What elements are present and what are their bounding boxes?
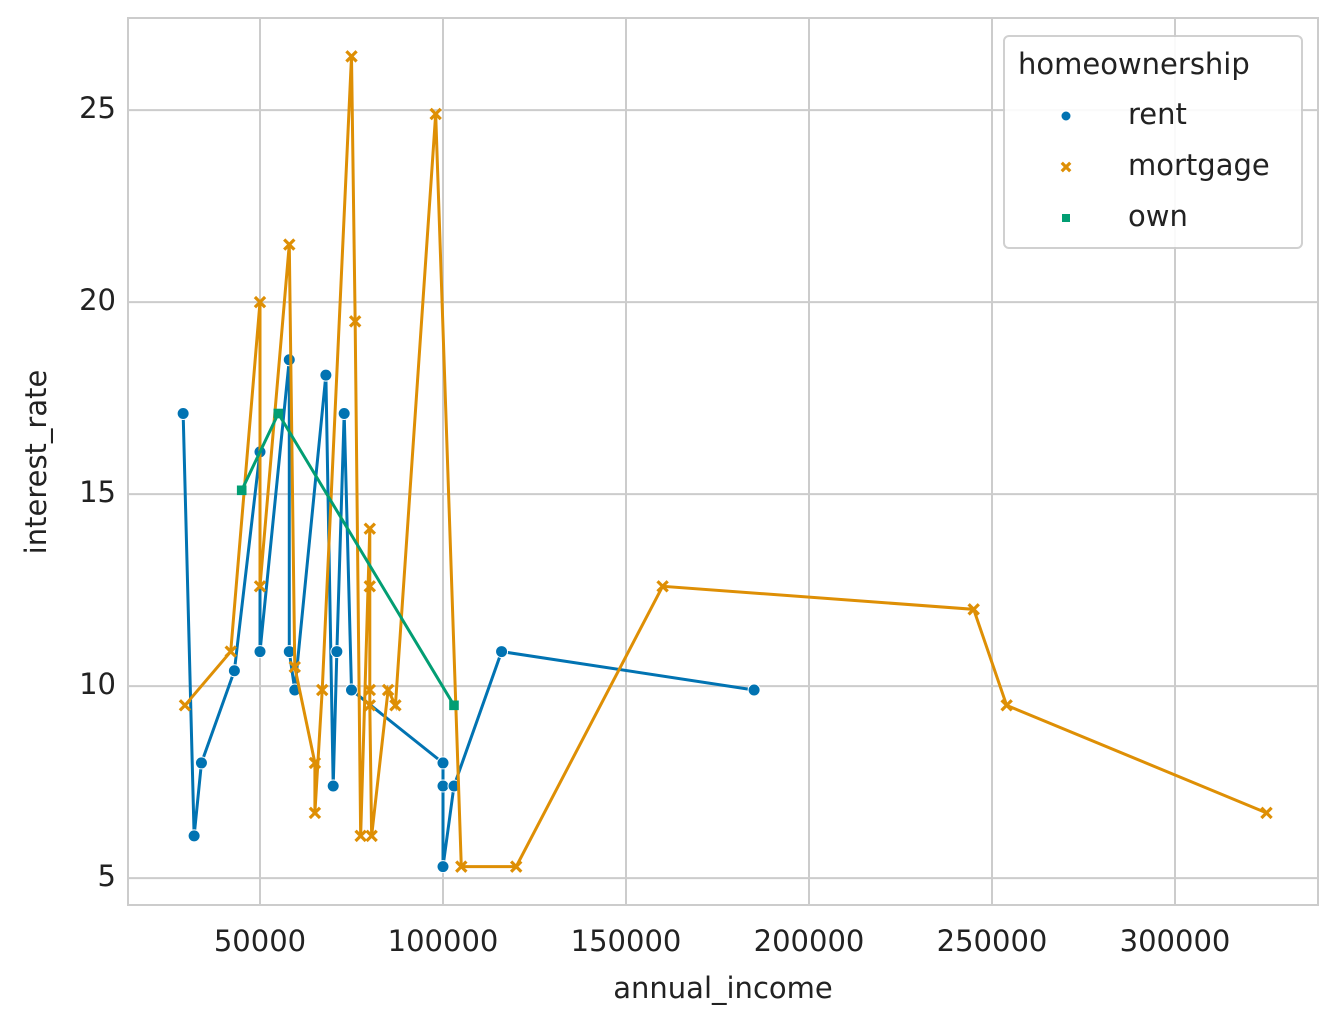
x-tick-label: 250000 [937,924,1048,958]
legend-marker [1060,161,1072,173]
point [747,683,761,697]
point [354,829,367,843]
point [187,829,201,843]
point [326,779,340,793]
x-tick-label: 200000 [754,924,865,958]
point [345,50,358,63]
point [224,645,237,658]
point [1260,806,1273,820]
plot-frame [127,17,1319,906]
legend-title: homeownership [1018,47,1250,81]
y-tick-label: 15 [79,475,116,509]
point [436,756,450,770]
point [363,683,377,697]
point [429,107,442,121]
x-tick-label: 150000 [571,924,682,958]
point [389,699,402,712]
x-tick-label: 300000 [1120,924,1231,958]
point [330,645,344,659]
point [283,238,296,251]
point [363,699,377,712]
point [436,860,450,874]
point [509,860,523,873]
point [1000,699,1013,712]
point [436,779,450,793]
point [337,407,351,421]
point [495,645,509,659]
x-tick-label: 100000 [388,924,499,958]
y-tick-label: 20 [79,283,116,317]
y-tick-label: 10 [79,667,116,701]
point [288,660,302,674]
point [967,603,980,616]
legend-label: own [1128,199,1188,233]
point [308,806,322,820]
y-axis-label: interest_rate [19,370,53,555]
point [253,645,267,659]
point [273,408,284,419]
legend-label: mortgage [1128,148,1270,182]
point [348,315,362,328]
point [227,664,241,678]
point [194,756,208,770]
legend-marker [1062,214,1070,222]
point [319,368,333,382]
point [315,683,329,697]
y-tick-label: 5 [98,859,116,893]
series-line [181,359,755,867]
x-tick-label: 50000 [214,924,306,958]
point [455,860,468,873]
x-axis-label: annual_income [613,971,832,1005]
point [381,683,395,697]
point [449,700,459,711]
series-line [183,56,1268,869]
legend: homeownership rent mortgage own [1003,35,1303,249]
point [236,485,247,496]
legend-marker [1060,110,1072,122]
point [656,580,669,593]
legend-frame [1003,35,1303,249]
point [308,756,322,770]
point [253,295,267,309]
point [178,699,192,712]
point [253,580,267,593]
point [345,683,359,697]
legend-label: rent [1128,97,1187,131]
point [363,522,377,535]
point [363,580,377,593]
point [176,407,190,421]
y-tick-label: 25 [79,91,116,125]
point [365,829,378,843]
